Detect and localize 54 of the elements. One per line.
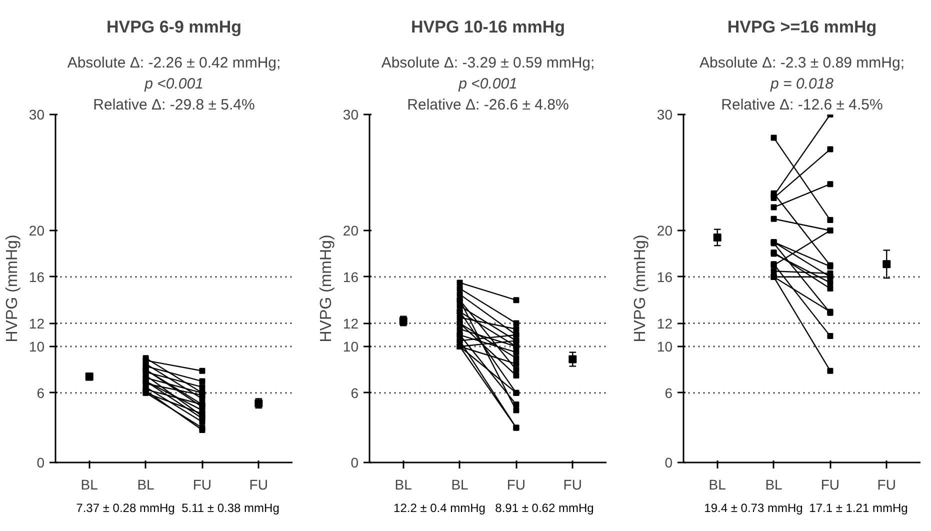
text: 12.2 ± 0.4 mmHg (392, 500, 486, 517)
y-tick-label: 30 (28, 106, 45, 122)
chart-title: HVPG 10-16 mmHg (411, 18, 565, 36)
y-axis-title: HVPG (mmHg) (318, 234, 335, 342)
text: p <0.001 (144, 76, 204, 92)
x-tick-label: BL (394, 476, 412, 492)
y-tick-label: 16 (342, 268, 359, 285)
x-tick-label: FU (877, 476, 896, 492)
y-axis-title: HVPG (mmHg) (632, 234, 649, 342)
y-tick-label: 12 (28, 315, 45, 332)
y-tick-label: 10 (342, 338, 359, 354)
x-tick-label: BL (765, 476, 783, 492)
text: 19.4 ± 0.73 mmHg (703, 500, 804, 517)
y-tick-label: 20 (342, 222, 359, 238)
y-tick-label: 10 (656, 338, 673, 354)
y-tick-label: 16 (28, 268, 45, 285)
y-tick-label: 6 (36, 384, 45, 401)
x-tick-label: BL (451, 476, 469, 492)
y-tick-label: 20 (28, 222, 45, 238)
y-tick-label: 0 (36, 454, 45, 470)
x-tick-label: BL (80, 476, 98, 492)
text: 7.37 ± 0.28 mmHg (75, 500, 176, 517)
text: 17.1 ± 1.21 mmHg (808, 500, 909, 517)
text: p <0.001 (458, 76, 518, 92)
text: Absolute Δ: -2.26 ± 0.42 mmHg; (67, 54, 281, 72)
text: p = 0.018 (770, 76, 834, 92)
x-tick-label: BL (137, 476, 155, 492)
text: Relative Δ: -26.6 ± 4.8% (407, 96, 569, 114)
text: 5.11 ± 0.38 mmHg (180, 500, 280, 517)
y-tick-label: 6 (664, 384, 673, 401)
text: Absolute Δ: -2.3 ± 0.89 mmHg; (700, 54, 905, 72)
x-tick-label: FU (249, 476, 268, 492)
y-tick-label: 0 (664, 454, 673, 470)
y-tick-label: 20 (656, 222, 673, 238)
y-tick-label: 16 (656, 268, 673, 285)
text: 8.91 ± 0.62 mmHg (494, 500, 595, 517)
x-tick-label: FU (506, 476, 526, 492)
x-tick-label: FU (820, 476, 840, 492)
y-tick-label: 6 (350, 384, 359, 401)
chart-title: HVPG 6-9 mmHg (106, 18, 242, 36)
text: Relative Δ: -12.6 ± 4.5% (721, 96, 883, 114)
y-tick-label: 12 (342, 315, 359, 332)
y-axis-title: HVPG (mmHg) (4, 234, 21, 342)
x-tick-label: FU (192, 476, 212, 492)
y-tick-label: 30 (656, 106, 673, 122)
chart-title: HVPG >=16 mmHg (727, 18, 877, 36)
x-tick-label: BL (708, 476, 726, 492)
y-tick-label: 30 (342, 106, 359, 122)
y-tick-label: 0 (350, 454, 359, 470)
y-tick-label: 10 (28, 338, 45, 354)
x-tick-label: FU (563, 476, 582, 492)
text: Absolute Δ: -3.29 ± 0.59 mmHg; (381, 54, 595, 72)
text: Relative Δ: -29.8 ± 5.4% (93, 96, 255, 114)
y-tick-label: 12 (656, 315, 673, 332)
